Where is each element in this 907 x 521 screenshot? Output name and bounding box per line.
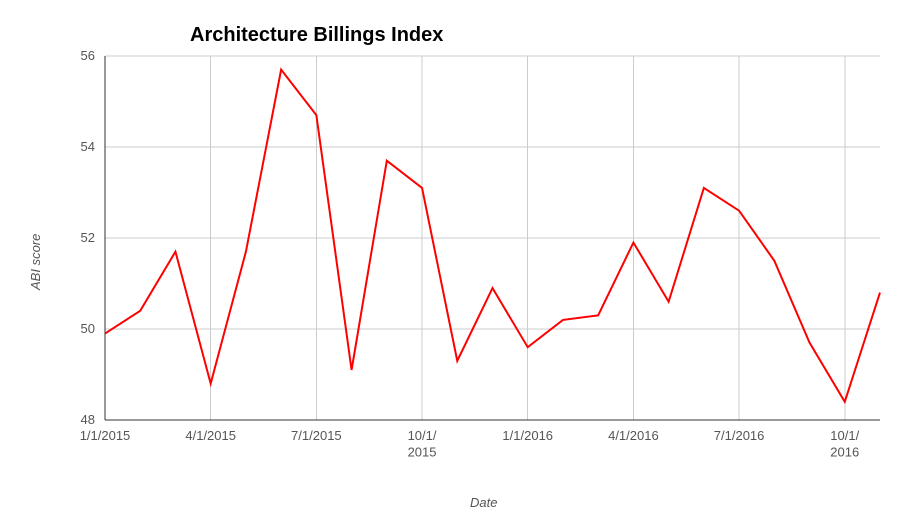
line-series-abi [105,70,880,402]
x-tick-label: 10/1/2015 [408,428,437,459]
gridlines [105,56,880,420]
x-tick-label: 7/1/2016 [714,428,765,443]
chart-container: Architecture Billings Index ABI score Da… [0,0,907,521]
x-tick-label: 7/1/2015 [291,428,342,443]
y-tick-label: 50 [81,321,95,336]
data-series [105,70,880,402]
y-tick-label: 48 [81,412,95,427]
x-tick-label: 1/1/2016 [502,428,553,443]
y-tick-label: 52 [81,230,95,245]
y-tick-label: 56 [81,48,95,63]
x-tick-labels: 1/1/2015 4/1/2015 7/1/2015 10/1/2015 1/1/201… [80,428,860,459]
y-tick-label: 54 [81,139,95,154]
x-tick-label: 4/1/2015 [185,428,236,443]
chart-svg: 48 50 52 54 56 1/1/2015 4/1/2015 7/1/2015 10/1/… [0,0,907,521]
x-tick-label: 1/1/2015 [80,428,131,443]
x-tick-label: 10/1/2016 [830,428,859,459]
x-tick-label: 4/1/2016 [608,428,659,443]
y-tick-labels: 48 50 52 54 56 [81,48,95,427]
